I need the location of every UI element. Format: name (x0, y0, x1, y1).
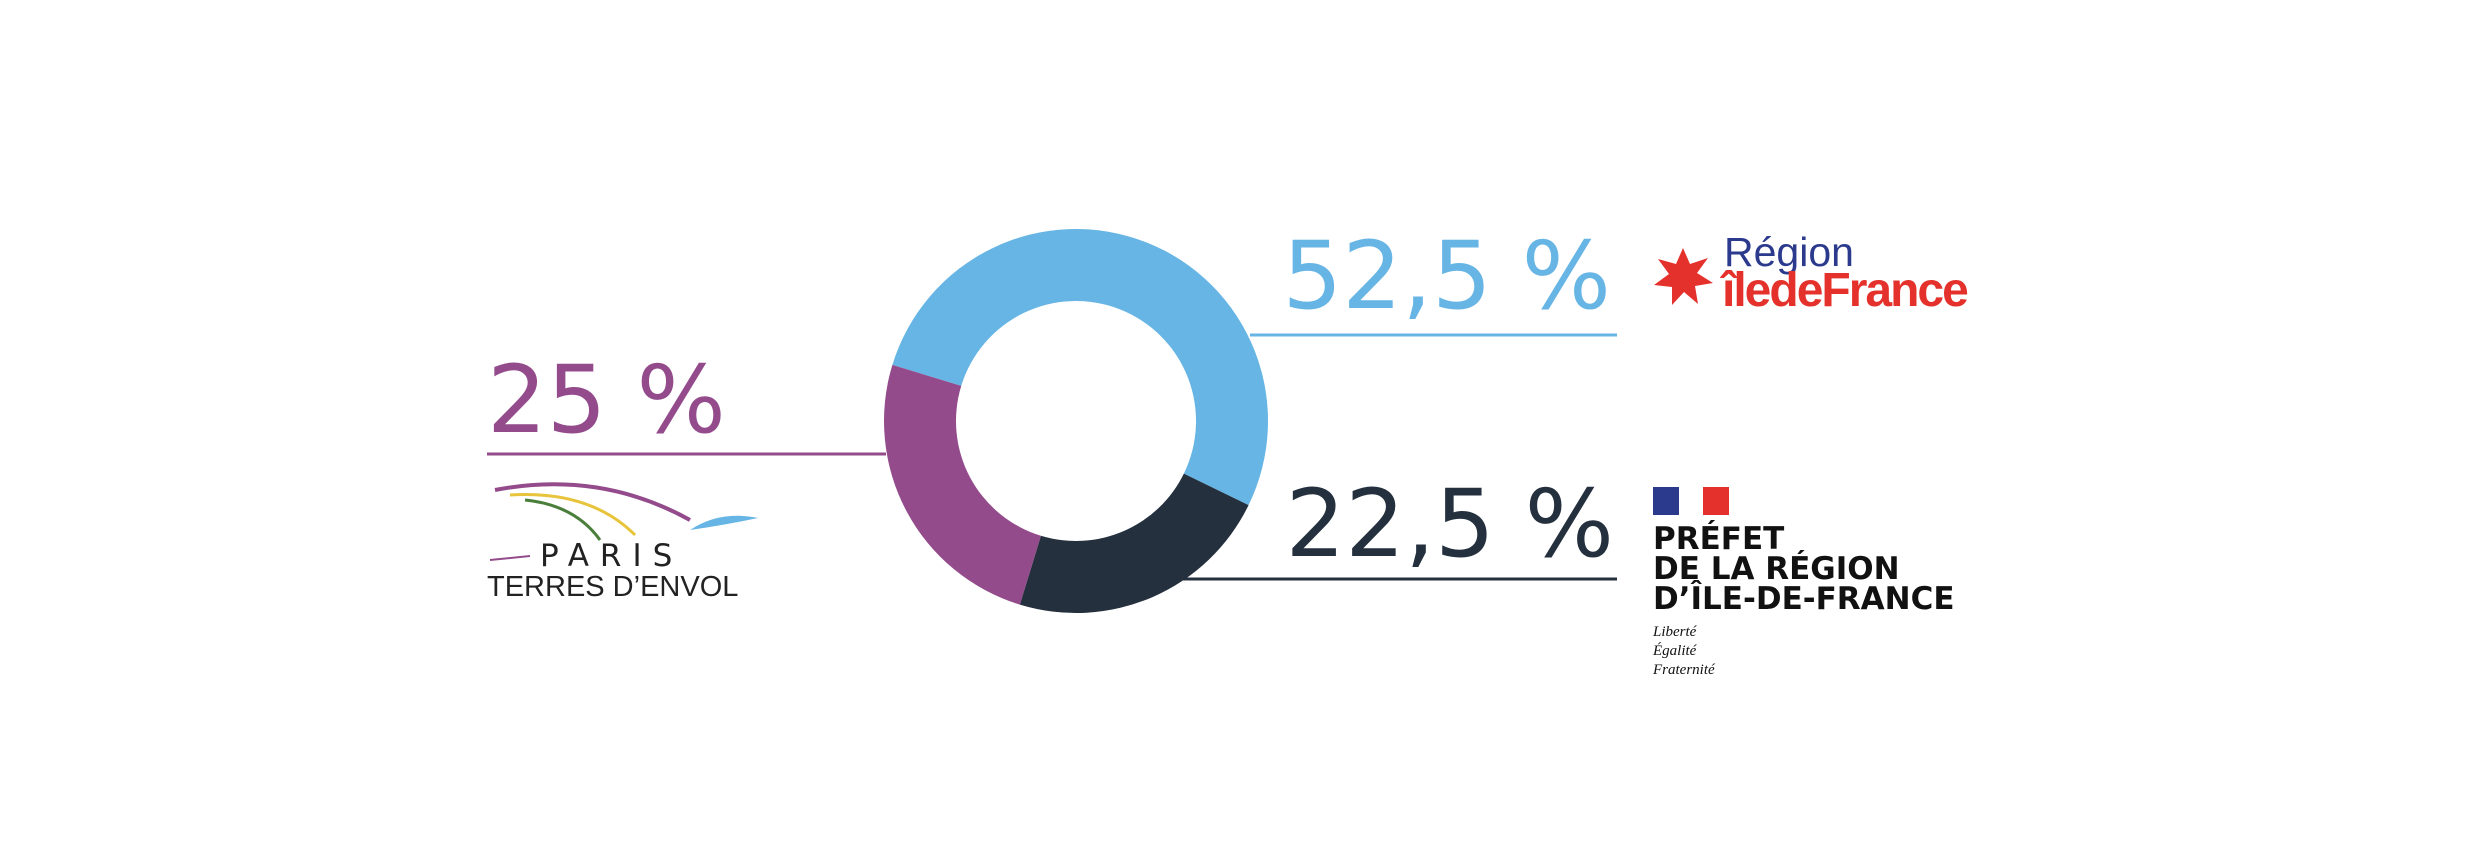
prefet-logo: PRÉFET DE LA RÉGION D’ÎLE-DE-FRANCE Libe… (1652, 487, 1955, 678)
paris-line-1: PARIS (540, 538, 683, 574)
motto-line: Liberté (1652, 624, 1698, 640)
region-logo: Région îledeFrance (1654, 229, 1970, 317)
flag-blue (1653, 487, 1679, 515)
motto-line: Fraternité (1652, 662, 1716, 678)
donut-slice (892, 229, 1268, 506)
paris-line-2: TERRES D’ENVOL (487, 571, 738, 603)
region-line-2: îledeFrance (1720, 264, 1968, 317)
value-label: 22,5 % (1286, 470, 1615, 579)
region-line-1: Région (1724, 229, 1854, 275)
donut-slice (884, 364, 1041, 605)
region-star (1654, 248, 1713, 305)
swoosh (524, 498, 602, 541)
flag-white (1679, 487, 1703, 515)
prefet-line: PRÉFET (1653, 521, 1784, 557)
donut-slice (1019, 473, 1249, 614)
prefet-line: DE LA RÉGION (1653, 551, 1900, 587)
flag-red (1703, 487, 1729, 515)
value-label: 52,5 % (1283, 222, 1612, 331)
paris-logo: PARIS TERRES D’ENVOL (487, 482, 758, 603)
swoosh (494, 482, 691, 522)
motto-line: Égalité (1652, 642, 1698, 659)
swoosh (509, 493, 637, 537)
swoosh (489, 555, 531, 561)
value-label: 25 % (487, 346, 726, 455)
swoosh (690, 515, 758, 530)
prefet-line: D’ÎLE-DE-FRANCE (1653, 581, 1955, 617)
